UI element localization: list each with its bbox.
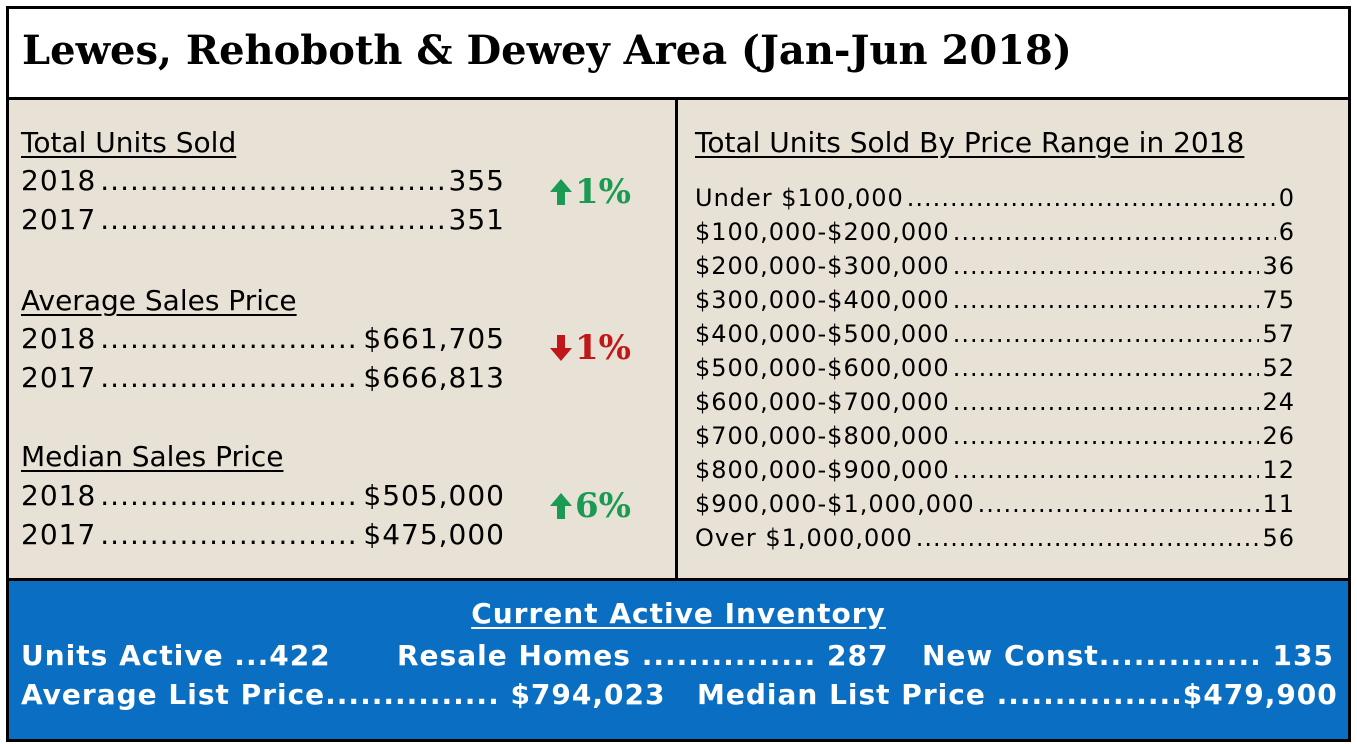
average-list-price: Average List Price............... $794,0…: [21, 678, 666, 711]
price-range-row: $100,000-$200,000 6: [695, 218, 1295, 246]
total-units-sold-change: 1%: [549, 172, 631, 212]
dot-leader: [100, 361, 359, 394]
price-range-label: $900,000-$1,000,000: [695, 490, 975, 518]
median-sales-price-row-2018: 2018 $505,000: [21, 479, 505, 512]
dot-leader: [953, 388, 1260, 416]
arrow-up-icon: [550, 179, 572, 205]
price-range-count: 0: [1278, 184, 1295, 212]
price-range-row: $900,000-$1,000,000 11: [695, 490, 1295, 518]
dot-leader: [953, 252, 1260, 280]
dot-leader: [953, 286, 1260, 314]
price-range-row: $300,000-$400,000 75: [695, 286, 1295, 314]
price-range-row: $500,000-$600,000 52: [695, 354, 1295, 382]
price-range-count: 36: [1262, 252, 1295, 280]
price-range-count: 12: [1262, 456, 1295, 484]
average-sales-price-row-2017: 2017 $666,813: [21, 361, 505, 394]
price-range-count: 11: [1262, 490, 1295, 518]
price-range-label: $800,000-$900,000: [695, 456, 950, 484]
units-active: Units Active ...422: [21, 639, 331, 672]
dot-leader: [100, 479, 359, 512]
price-range-label: Over $1,000,000: [695, 524, 913, 552]
dot-leader: [100, 203, 444, 236]
dot-leader: [953, 456, 1260, 484]
row-value: $505,000: [363, 479, 505, 512]
price-range-panel: Total Units Sold By Price Range in 2018 …: [678, 100, 1348, 578]
market-report-card: Lewes, Rehoboth & Dewey Area (Jan-Jun 20…: [6, 6, 1351, 742]
price-range-row: Under $100,000 0: [695, 184, 1295, 212]
price-range-heading: Total Units Sold By Price Range in 2018: [695, 126, 1245, 159]
change-value: 1%: [575, 172, 631, 212]
price-range-label: $500,000-$600,000: [695, 354, 950, 382]
average-sales-price-change: 1%: [549, 328, 631, 368]
median-sales-price-change: 6%: [549, 486, 631, 526]
dot-leader: [953, 354, 1260, 382]
price-range-count: 75: [1262, 286, 1295, 314]
median-sales-price-heading: Median Sales Price: [21, 440, 284, 473]
title-bar: Lewes, Rehoboth & Dewey Area (Jan-Jun 20…: [9, 9, 1348, 100]
active-inventory-heading: Current Active Inventory: [471, 597, 886, 630]
price-range-label: $300,000-$400,000: [695, 286, 950, 314]
average-sales-price-heading: Average Sales Price: [21, 284, 297, 317]
price-range-label: $700,000-$800,000: [695, 422, 950, 450]
row-value: $475,000: [363, 518, 505, 551]
total-units-sold-row-2017: 2017 351: [21, 203, 505, 236]
price-range-row: $400,000-$500,000 57: [695, 320, 1295, 348]
row-year: 2018: [21, 322, 97, 355]
price-range-count: 52: [1262, 354, 1295, 382]
price-range-label: $600,000-$700,000: [695, 388, 950, 416]
change-value: 6%: [575, 486, 631, 526]
row-value: $661,705: [363, 322, 505, 355]
dot-leader: [100, 164, 444, 197]
price-range-count: 57: [1262, 320, 1295, 348]
report-title: Lewes, Rehoboth & Dewey Area (Jan-Jun 20…: [22, 27, 1072, 74]
price-range-label: $400,000-$500,000: [695, 320, 950, 348]
row-year: 2017: [21, 518, 97, 551]
median-sales-price-row-2017: 2017 $475,000: [21, 518, 505, 551]
price-range-count: 24: [1262, 388, 1295, 416]
new-construction: New Const.............. 135: [922, 639, 1334, 672]
price-range-count: 6: [1278, 218, 1295, 246]
price-range-row: $200,000-$300,000 36: [695, 252, 1295, 280]
row-year: 2017: [21, 361, 97, 394]
row-year: 2018: [21, 164, 97, 197]
change-value: 1%: [575, 328, 631, 368]
dot-leader: [907, 184, 1276, 212]
price-range-row: $800,000-$900,000 12: [695, 456, 1295, 484]
dot-leader: [916, 524, 1260, 552]
dot-leader: [978, 490, 1260, 518]
median-list-price: Median List Price ................$479,9…: [697, 678, 1338, 711]
dot-leader: [100, 322, 359, 355]
average-sales-price-row-2018: 2018 $661,705: [21, 322, 505, 355]
price-range-row: $600,000-$700,000 24: [695, 388, 1295, 416]
price-range-row: $700,000-$800,000 26: [695, 422, 1295, 450]
price-range-label: $200,000-$300,000: [695, 252, 950, 280]
summary-panel: Total Units Sold 2018 355 2017 351 1% Av…: [9, 100, 678, 578]
row-year: 2017: [21, 203, 97, 236]
arrow-up-icon: [550, 493, 572, 519]
dot-leader: [953, 218, 1276, 246]
price-range-row: Over $1,000,000 56: [695, 524, 1295, 552]
dot-leader: [100, 518, 359, 551]
price-range-label: $100,000-$200,000: [695, 218, 950, 246]
price-range-count: 26: [1262, 422, 1295, 450]
arrow-down-icon: [550, 335, 572, 361]
dot-leader: [953, 320, 1260, 348]
price-range-count: 56: [1262, 524, 1295, 552]
row-value: 355: [448, 164, 505, 197]
resale-homes: Resale Homes ............... 287: [397, 639, 889, 672]
active-inventory-panel: Current Active Inventory Units Active ..…: [9, 578, 1348, 739]
dot-leader: [953, 422, 1260, 450]
total-units-sold-row-2018: 2018 355: [21, 164, 505, 197]
row-value: $666,813: [363, 361, 505, 394]
row-year: 2018: [21, 479, 97, 512]
row-value: 351: [448, 203, 505, 236]
price-range-label: Under $100,000: [695, 184, 904, 212]
total-units-sold-heading: Total Units Sold: [21, 126, 237, 159]
